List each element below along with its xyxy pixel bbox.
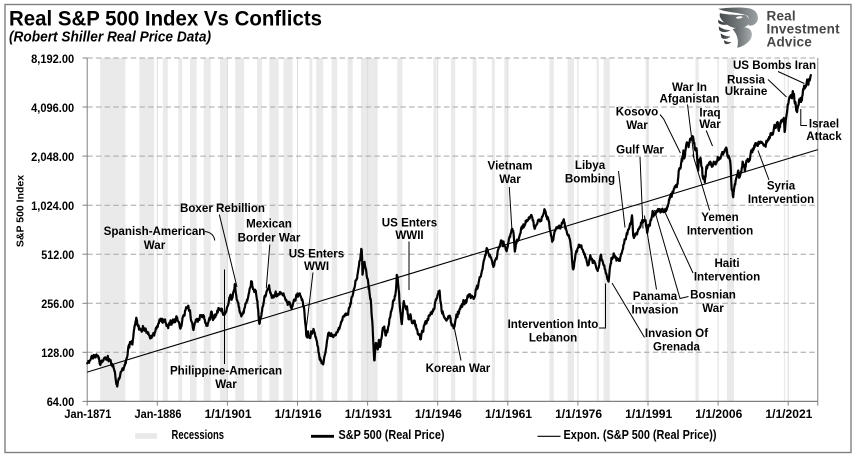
svg-text:Mexican: Mexican xyxy=(246,217,292,230)
svg-text:Grenada: Grenada xyxy=(653,341,701,354)
svg-text:1,024.00: 1,024.00 xyxy=(31,199,74,213)
svg-text:WWII: WWII xyxy=(395,229,423,242)
svg-text:Jan-1871: Jan-1871 xyxy=(64,407,111,421)
svg-text:Invasion Of: Invasion Of xyxy=(645,327,708,340)
svg-text:Invasion: Invasion xyxy=(631,304,678,317)
svg-text:Expon. (S&P 500 (Real Price)): Expon. (S&P 500 (Real Price)) xyxy=(564,428,717,442)
svg-text:Lebanon: Lebanon xyxy=(529,332,577,345)
svg-text:Libya: Libya xyxy=(575,159,606,172)
svg-text:Attack: Attack xyxy=(806,130,842,143)
svg-text:Gulf War: Gulf War xyxy=(616,144,664,157)
svg-text:Recessions: Recessions xyxy=(172,428,225,442)
svg-text:Intervention Into: Intervention Into xyxy=(508,318,599,331)
svg-text:1/1/1976: 1/1/1976 xyxy=(555,407,602,421)
svg-text:Boxer Rebillion: Boxer Rebillion xyxy=(180,202,265,215)
svg-text:Intervention: Intervention xyxy=(748,193,814,206)
svg-text:War: War xyxy=(699,118,721,131)
svg-text:War: War xyxy=(215,378,237,391)
svg-text:2,048.00: 2,048.00 xyxy=(31,150,74,164)
svg-text:Intervention: Intervention xyxy=(687,224,753,237)
svg-text:Intervention: Intervention xyxy=(694,270,760,283)
svg-text:1/1/1901: 1/1/1901 xyxy=(205,407,252,421)
svg-text:Border War: Border War xyxy=(238,232,301,245)
svg-text:8,192.00: 8,192.00 xyxy=(31,52,74,66)
svg-text:War: War xyxy=(702,302,724,315)
svg-text:War: War xyxy=(626,119,648,132)
svg-text:Bosnian: Bosnian xyxy=(690,289,736,302)
svg-text:US Enters: US Enters xyxy=(382,217,437,230)
svg-text:Israel: Israel xyxy=(809,118,839,131)
svg-text:4,096.00: 4,096.00 xyxy=(31,101,74,115)
svg-text:Kosovo: Kosovo xyxy=(616,106,659,119)
svg-text:Real S&P 500 Index Vs Conflict: Real S&P 500 Index Vs Conflicts xyxy=(9,7,322,30)
svg-text:1/1/2006: 1/1/2006 xyxy=(695,407,742,421)
svg-text:256.00: 256.00 xyxy=(41,297,74,311)
svg-text:Ukraine: Ukraine xyxy=(725,85,768,98)
svg-text:Afganistan: Afganistan xyxy=(660,93,720,106)
svg-text:64.00: 64.00 xyxy=(47,395,75,409)
svg-text:Vietnam: Vietnam xyxy=(488,160,533,173)
svg-text:Spanish-American: Spanish-American xyxy=(104,225,206,238)
svg-text:Yemen: Yemen xyxy=(701,211,738,224)
svg-text:S&P 500 (Real Price): S&P 500 (Real Price) xyxy=(339,428,445,442)
svg-text:1/1/1931: 1/1/1931 xyxy=(345,407,392,421)
svg-text:US Enters: US Enters xyxy=(289,248,344,261)
svg-text:WWI: WWI xyxy=(304,260,329,273)
svg-text:Korean War: Korean War xyxy=(426,362,491,375)
svg-text:512.00: 512.00 xyxy=(41,248,74,262)
svg-text:1/1/1991: 1/1/1991 xyxy=(625,407,672,421)
svg-text:1/1/1916: 1/1/1916 xyxy=(275,407,322,421)
svg-text:Syria: Syria xyxy=(767,180,796,193)
svg-text:US Bombs Iran: US Bombs Iran xyxy=(733,59,816,72)
svg-text:War: War xyxy=(144,239,166,252)
svg-text:War: War xyxy=(499,173,521,186)
svg-text:Jan-1886: Jan-1886 xyxy=(135,407,182,421)
svg-text:Russia: Russia xyxy=(727,74,766,87)
svg-text:Haiti: Haiti xyxy=(714,257,739,270)
svg-text:Panama: Panama xyxy=(633,290,678,303)
svg-text:S&P 500 Index: S&P 500 Index xyxy=(15,175,27,247)
svg-text:1/1/1946: 1/1/1946 xyxy=(415,407,462,421)
svg-text:Bombing: Bombing xyxy=(565,172,615,185)
svg-text:Philippine-American: Philippine-American xyxy=(170,365,282,378)
svg-text:128.00: 128.00 xyxy=(41,346,74,360)
svg-text:1/1/2021: 1/1/2021 xyxy=(765,407,812,421)
svg-text:War In: War In xyxy=(672,81,707,94)
svg-text:Real: Real xyxy=(767,8,796,23)
svg-text:Investment: Investment xyxy=(767,21,841,36)
svg-text:Iraq: Iraq xyxy=(699,107,720,120)
svg-text:1/1/1961: 1/1/1961 xyxy=(485,407,532,421)
svg-text:Advice: Advice xyxy=(767,35,813,50)
svg-text:(Robert Shiller Real Price Dat: (Robert Shiller Real Price Data) xyxy=(9,30,211,46)
